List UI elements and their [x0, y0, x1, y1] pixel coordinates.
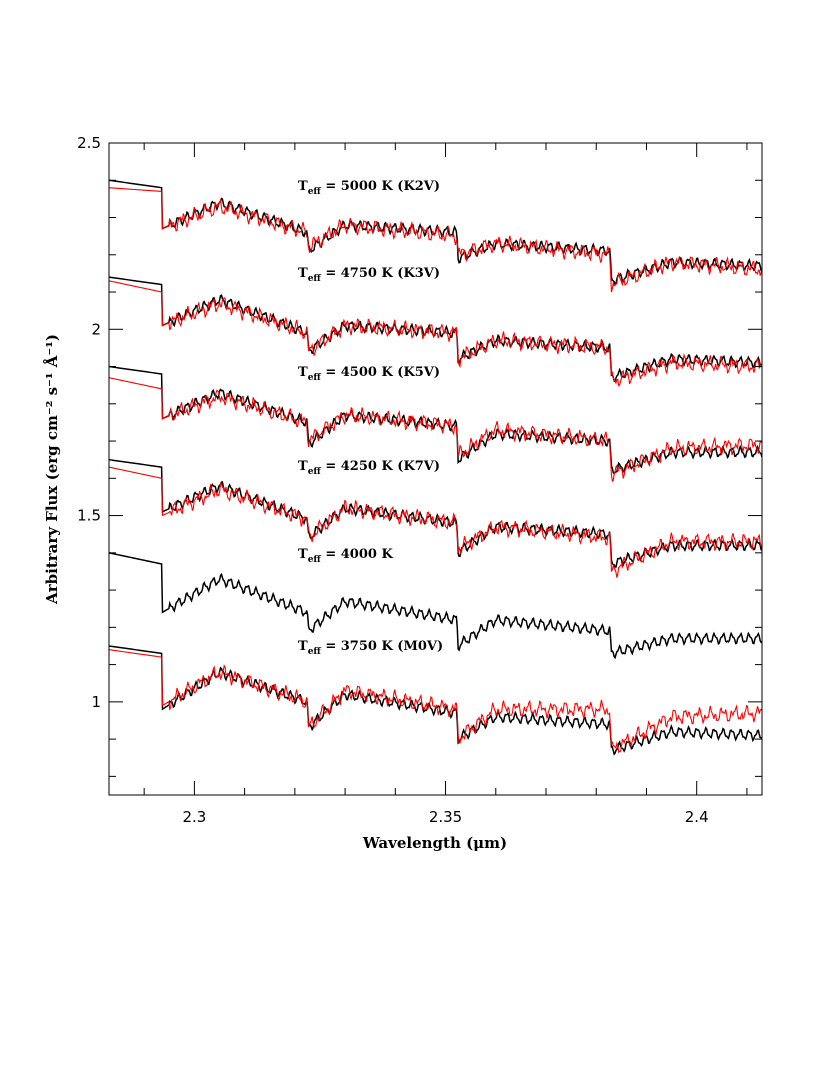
teff-annotation: Teff = 4500 K (K5V): [298, 365, 440, 383]
x-tick-label: 2.35: [429, 808, 462, 826]
series-layer: [108, 179, 763, 756]
teff-annotation: Teff = 4750 K (K3V): [298, 266, 440, 284]
teff-annotation: Teff = 3750 K (M0V): [298, 639, 443, 657]
observed-spectrum-8: [108, 466, 763, 578]
model-spectrum-10: [108, 645, 763, 756]
x-tick-label: 2.3: [182, 808, 206, 826]
annotation-layer: Teff = 5000 K (K2V) Teff = 4750 K (K3V) Te…: [298, 179, 443, 657]
y-axis-title: Arbitrary Flux (erg cm⁻² s⁻¹ Å⁻¹): [43, 334, 61, 605]
model-spectrum-5: [108, 365, 763, 475]
tick-layer: 2.3 2.35 2.4 1 1.5 2 2.5: [77, 134, 762, 826]
y-tick-label: 2: [91, 320, 101, 338]
teff-annotation: Teff = 4250 K (K7V): [298, 459, 440, 477]
teff-annotation: Teff = 4000 K: [298, 547, 393, 565]
teff-annotation: Teff = 5000 K (K2V): [298, 179, 440, 197]
x-axis-title: Wavelength (μm): [362, 834, 507, 852]
observed-spectrum-6: [108, 377, 763, 483]
y-tick-label: 1.5: [77, 507, 101, 525]
model-spectrum-3: [108, 276, 763, 383]
plot-frame: [108, 142, 763, 796]
y-tick-label: 2.5: [77, 134, 101, 152]
model-spectrum-9: [108, 552, 763, 660]
y-tick-label: 1: [91, 693, 101, 711]
x-tick-label: 2.4: [685, 808, 709, 826]
model-spectrum-7: [108, 458, 763, 568]
observed-spectrum-4: [108, 280, 763, 387]
observed-spectrum-11: [108, 649, 763, 754]
observed-spectrum-2: [108, 187, 763, 293]
